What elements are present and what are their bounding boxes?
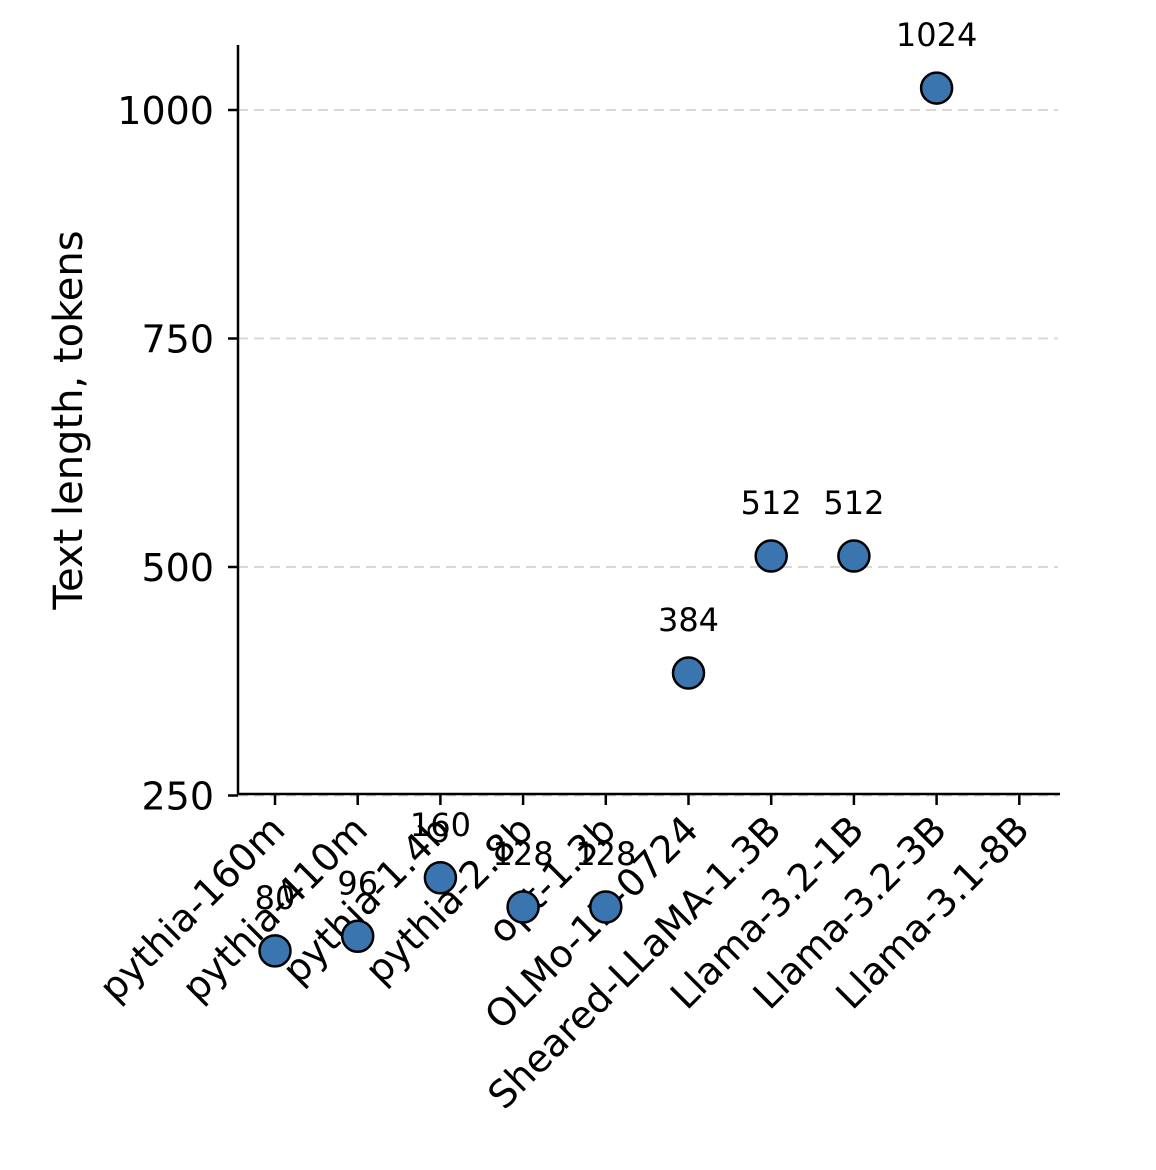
data-value-label: 160 <box>410 806 471 844</box>
data-point <box>754 539 788 573</box>
data-value-label: 512 <box>741 484 802 522</box>
data-labels: 809616012812838451251210241568 <box>255 16 978 917</box>
data-value-label: 80 <box>255 879 296 917</box>
y-tick-label: 1000 <box>117 89 214 133</box>
data-value-label: 128 <box>493 835 554 873</box>
grid-lines <box>238 109 1058 797</box>
data-value-label: 384 <box>658 601 719 639</box>
y-tick-label: 750 <box>141 318 214 362</box>
data-point <box>671 656 706 690</box>
data-point <box>340 919 375 954</box>
axes <box>236 45 1060 796</box>
data-point <box>506 890 540 924</box>
data-value-label: 1024 <box>896 16 977 54</box>
data-point <box>589 890 623 924</box>
data-point <box>423 861 458 895</box>
data-value-label: 128 <box>575 835 636 873</box>
data-point <box>837 539 871 573</box>
data-point <box>919 71 954 105</box>
data-point <box>258 934 292 968</box>
data-value-label: 96 <box>337 864 378 902</box>
y-tick-label: 500 <box>141 546 214 590</box>
data-points <box>258 71 954 968</box>
y-axis-title: Text length, tokens <box>46 230 92 610</box>
y-tick-label: 250 <box>141 775 214 819</box>
x-ticks: pythia-160mpythia-410mpythia-1.4bpythia-… <box>91 795 1038 1117</box>
data-value-label: 512 <box>823 484 884 522</box>
y-ticks: 250500750100012501500 <box>117 89 238 819</box>
